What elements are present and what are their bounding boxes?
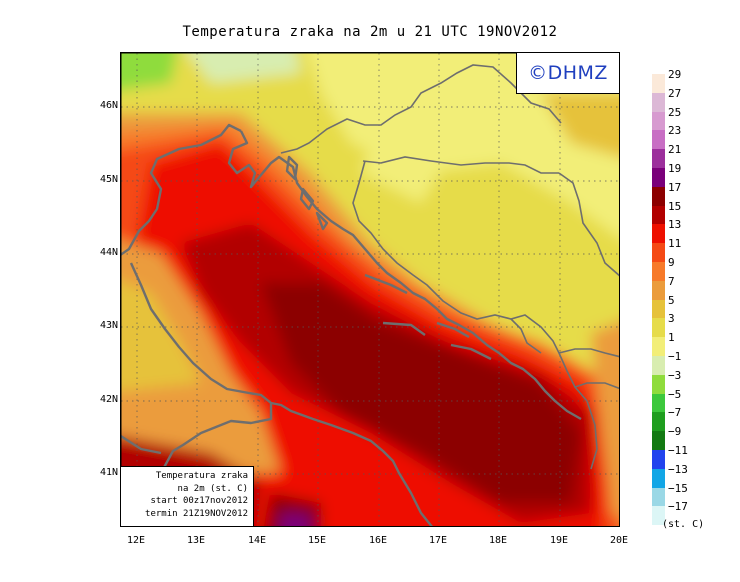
lon-label-13e: 13E — [186, 535, 206, 546]
legend-label: 7 — [668, 274, 675, 288]
legend-label: −3 — [668, 368, 682, 382]
info-line-variable: Temperatura zraka — [155, 471, 248, 481]
legend-swatch — [652, 243, 665, 262]
legend-swatch — [652, 299, 665, 319]
legend-swatch — [652, 431, 665, 450]
country-borders — [280, 64, 619, 470]
legend-swatch — [652, 280, 665, 300]
legend-label: 23 — [668, 124, 682, 138]
legend-label: 5 — [668, 293, 675, 307]
legend-swatch — [652, 356, 665, 375]
legend-label: −17 — [668, 500, 688, 514]
info-line-start: start 00z17nov2012 — [150, 496, 248, 506]
legend-swatch — [652, 168, 665, 187]
legend-label: 25 — [668, 105, 682, 119]
legend-swatch — [652, 262, 665, 281]
legend-unit: (st. C) — [662, 519, 705, 530]
lat-label-43n: 43N — [99, 320, 118, 331]
legend-label: 9 — [668, 256, 675, 269]
lat-label-44n: 44N — [99, 247, 118, 258]
legend-label: −7 — [668, 406, 682, 420]
info-box: Temperatura zraka na 2m (st. C) start 00… — [120, 466, 254, 527]
legend-label: −9 — [668, 425, 682, 439]
legend-label: −15 — [668, 481, 688, 495]
legend-label: −11 — [668, 444, 688, 457]
lon-label-12e: 12E — [126, 535, 146, 546]
legend-label: 11 — [668, 237, 682, 251]
legend-label: 27 — [668, 86, 682, 100]
temperature-field — [121, 53, 619, 526]
legend-label: 15 — [668, 199, 682, 213]
legend-swatch — [652, 74, 665, 93]
legend-swatch — [652, 186, 665, 206]
info-line-level: na 2m (st. C) — [177, 483, 248, 494]
lon-label-16e: 16E — [368, 535, 388, 546]
legend-swatch — [652, 318, 665, 338]
legend-swatch — [652, 111, 665, 131]
legend-swatch — [652, 130, 665, 150]
dhmz-logo: ©DHMZ — [516, 52, 620, 94]
legend-label: 21 — [668, 143, 682, 157]
lon-label-17e: 17E — [428, 535, 448, 546]
legend-swatch — [652, 393, 665, 413]
lat-label-42n: 42N — [99, 394, 118, 405]
legend-swatch — [652, 224, 665, 244]
legend-label: 1 — [668, 331, 675, 345]
legend-label: −5 — [668, 387, 682, 401]
map-title: Temperatura zraka na 2m u 21 UTC 19NOV20… — [182, 24, 558, 40]
map-canvas — [121, 53, 619, 526]
legend-swatch — [652, 374, 665, 394]
coastlines — [121, 123, 582, 526]
lon-label-20e: 20E — [609, 535, 629, 546]
lon-label-18e: 18E — [488, 535, 508, 546]
lat-label-45n: 45N — [99, 174, 118, 185]
legend-swatch — [652, 468, 665, 488]
legend-swatch — [652, 337, 665, 356]
lon-label-14e: 14E — [247, 535, 267, 546]
lon-label-19e: 19E — [549, 535, 569, 546]
info-line-termin: termin 21Z19NOV2012 — [145, 508, 248, 519]
legend-label: 17 — [668, 180, 682, 194]
legend-swatch — [652, 92, 665, 112]
legend-label: 29 — [668, 68, 682, 81]
legend-swatch — [652, 205, 665, 225]
legend-label: −13 — [668, 462, 688, 476]
legend-swatch — [652, 506, 665, 526]
legend-swatch — [652, 412, 665, 432]
legend-label: 3 — [668, 312, 675, 326]
legend-label: 13 — [668, 218, 682, 232]
lat-lon-grid — [121, 53, 619, 526]
lat-label-46n: 46N — [99, 100, 118, 111]
legend-swatch — [652, 487, 665, 507]
legend-label: 19 — [668, 162, 682, 175]
lon-label-15e: 15E — [307, 535, 327, 546]
lat-label-41n: 41N — [99, 467, 118, 478]
legend-swatch — [652, 149, 665, 168]
legend-swatch — [652, 450, 665, 469]
temperature-map — [120, 52, 620, 527]
legend-label: −1 — [668, 350, 682, 363]
